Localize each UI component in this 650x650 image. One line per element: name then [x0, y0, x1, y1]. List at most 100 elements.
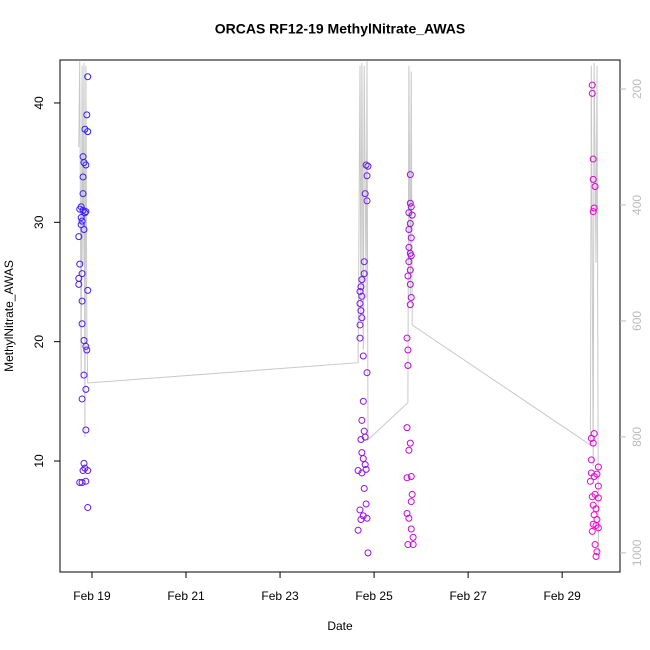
data-point: [587, 434, 595, 442]
data-point: [404, 541, 412, 549]
data-point: [362, 465, 370, 473]
data-point: [406, 280, 414, 288]
data-point: [361, 190, 369, 198]
data-point: [80, 371, 88, 379]
data-point: [75, 233, 83, 241]
chart-title: ORCAS RF12-19 MethylNitrate_AWAS: [215, 21, 466, 37]
data-point: [588, 89, 596, 97]
data-point: [354, 467, 362, 475]
x-axis-label: Date: [327, 619, 353, 633]
data-point: [358, 314, 366, 322]
data-point: [360, 427, 368, 435]
data-point: [406, 439, 414, 447]
data-point: [356, 506, 364, 514]
data-point: [592, 521, 600, 529]
data-point: [81, 209, 89, 217]
data-point: [589, 208, 597, 216]
data-point: [80, 336, 88, 344]
data-point: [357, 307, 365, 315]
data-point: [78, 217, 86, 225]
data-point: [358, 449, 366, 457]
y2-tick-label: 400: [630, 195, 644, 215]
data-point: [404, 272, 412, 280]
data-point: [403, 334, 411, 342]
y-axis-label: MethylNitrate_AWAS: [2, 260, 16, 372]
data-point: [407, 525, 415, 533]
data-point: [78, 478, 86, 486]
plot-frame: [59, 59, 621, 573]
data-point: [358, 469, 366, 477]
y2-tick-label: 600: [630, 311, 644, 331]
data-point: [356, 334, 364, 342]
data-point: [404, 346, 412, 354]
x-tick-label: Feb 29: [543, 589, 581, 603]
data-point: [84, 286, 92, 294]
data-point: [359, 512, 367, 520]
data-point: [592, 552, 600, 560]
data-point: [79, 467, 87, 475]
data-point: [407, 498, 415, 506]
y-tick-label: 20: [32, 335, 46, 349]
data-point: [403, 424, 411, 432]
data-point: [405, 446, 413, 454]
data-point: [357, 515, 365, 523]
data-point: [406, 301, 414, 309]
data-point: [590, 204, 598, 212]
pressure-line: [78, 61, 599, 553]
y-tick-label: 30: [32, 215, 46, 229]
data-point: [364, 162, 372, 170]
data-point: [76, 478, 84, 486]
data-point: [363, 197, 371, 205]
data-point: [360, 270, 368, 278]
data-point: [76, 205, 84, 213]
data-point: [358, 416, 366, 424]
data-point: [407, 234, 415, 242]
x-tick-label: Feb 19: [73, 589, 111, 603]
data-point: [403, 510, 411, 518]
data-point: [363, 172, 371, 180]
data-point: [592, 505, 600, 513]
data-point: [356, 299, 364, 307]
data-point: [356, 288, 364, 296]
data-point: [359, 397, 367, 405]
data-point: [82, 426, 90, 434]
data-point: [404, 362, 412, 370]
data-point: [361, 433, 369, 441]
data-point: [80, 459, 88, 467]
data-point: [75, 280, 83, 288]
data-point: [84, 73, 92, 81]
data-point: [408, 490, 416, 498]
data-point: [407, 252, 415, 260]
data-point: [406, 171, 414, 179]
data-point: [407, 473, 415, 481]
data-point: [361, 461, 369, 469]
data-point: [78, 320, 86, 328]
data-point: [405, 225, 413, 233]
data-point: [594, 524, 602, 532]
data-point: [84, 467, 92, 475]
x-tick-label: Feb 21: [167, 589, 205, 603]
y-tick-label: 40: [32, 96, 46, 110]
data-point: [363, 369, 371, 377]
data-point: [360, 258, 368, 266]
data-point: [358, 276, 366, 284]
data-point: [357, 283, 365, 291]
data-point: [591, 541, 599, 549]
y2-tick-label: 1000: [630, 539, 644, 566]
data-point: [593, 470, 601, 478]
data-point: [359, 352, 367, 360]
x-tick-label: Feb 25: [355, 589, 393, 603]
data-point: [84, 504, 92, 512]
data-point: [82, 208, 90, 216]
data-point: [83, 346, 91, 354]
data-point: [408, 211, 416, 219]
data-point: [76, 260, 84, 268]
data-point: [83, 111, 91, 119]
data-point: [594, 494, 602, 502]
data-point: [84, 128, 92, 136]
data-point: [406, 266, 414, 274]
data-point: [360, 484, 368, 492]
data-point: [591, 183, 599, 191]
data-point: [82, 477, 90, 485]
data-point: [362, 500, 370, 508]
